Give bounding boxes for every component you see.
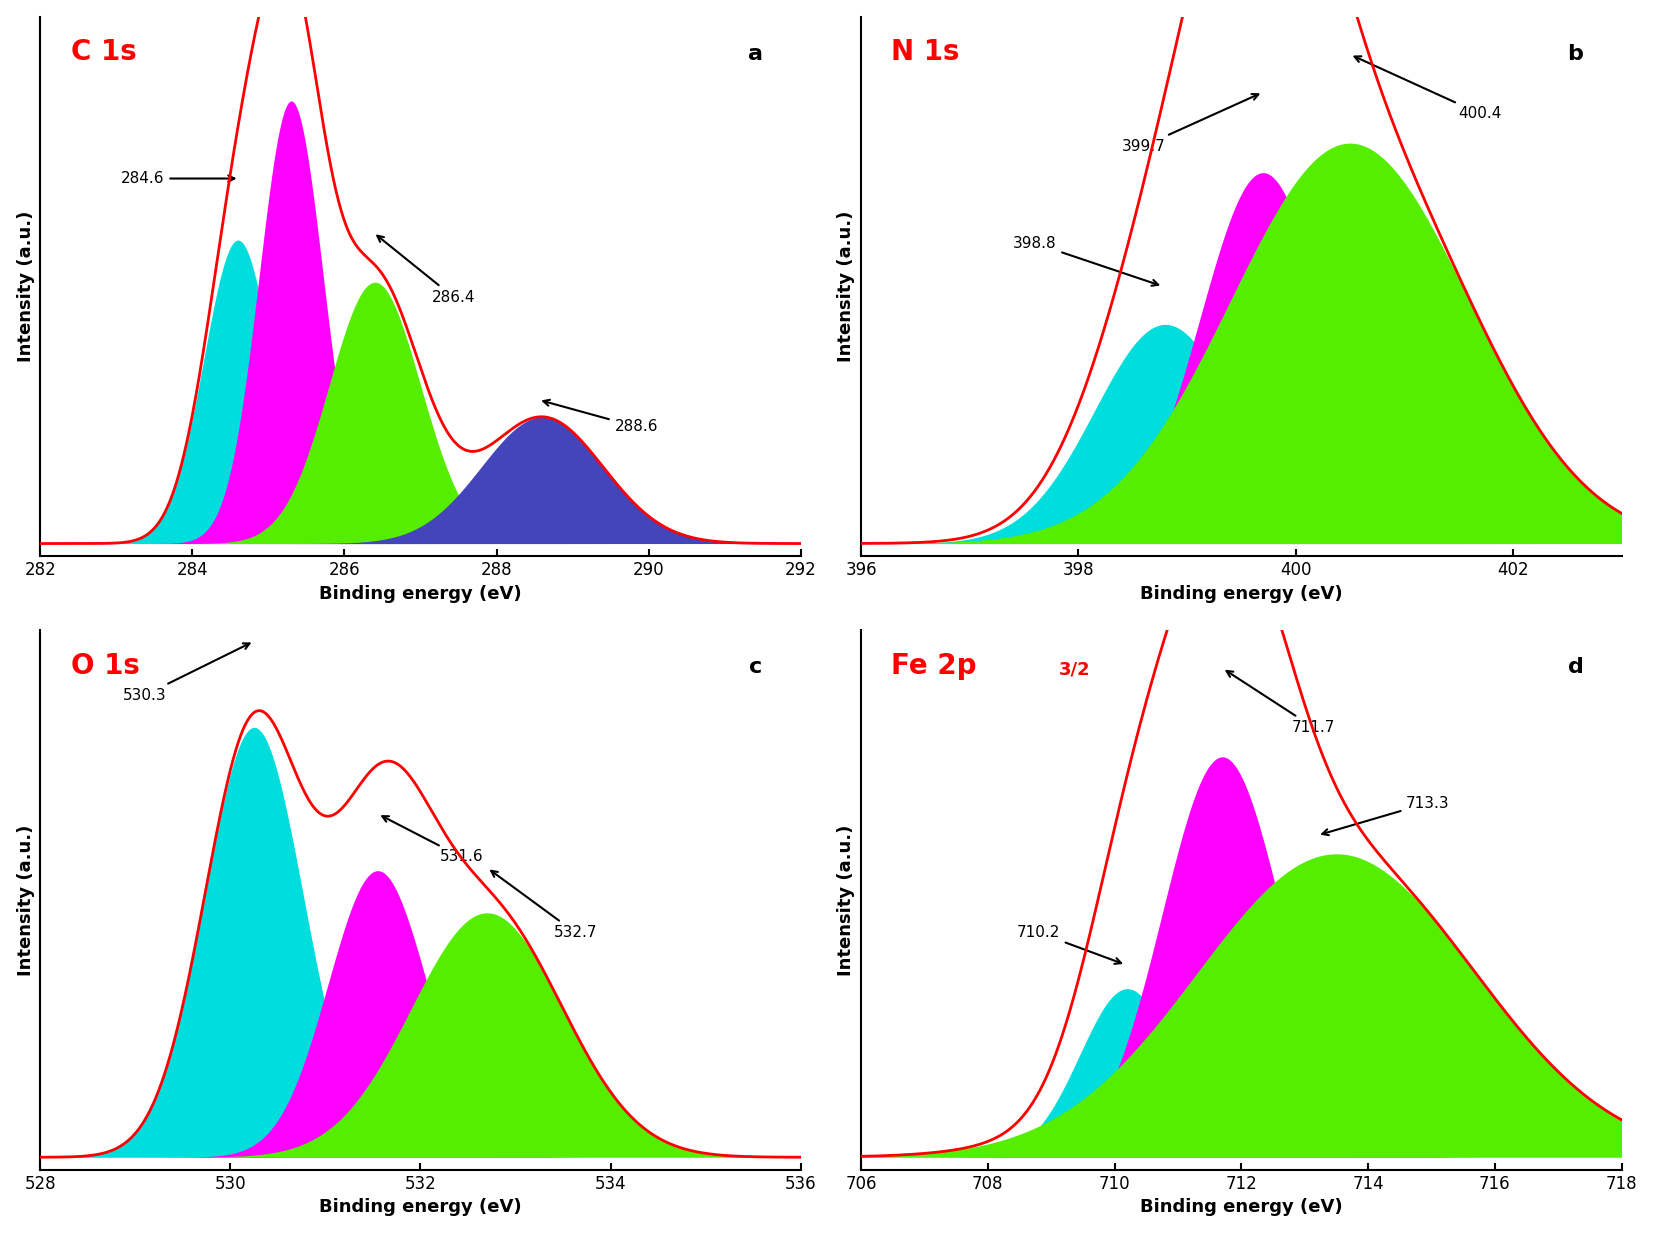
Text: 399.7: 399.7 xyxy=(1121,94,1259,154)
Text: c: c xyxy=(749,657,762,677)
Text: 532.7: 532.7 xyxy=(491,870,597,940)
Y-axis label: Intensity (a.u.): Intensity (a.u.) xyxy=(17,211,35,363)
Text: 530.3: 530.3 xyxy=(122,644,250,703)
Text: C 1s: C 1s xyxy=(71,38,136,67)
Text: 398.8: 398.8 xyxy=(1012,236,1158,286)
Text: 284.6: 284.6 xyxy=(121,171,235,186)
Text: 3/2: 3/2 xyxy=(1059,660,1090,678)
Y-axis label: Intensity (a.u.): Intensity (a.u.) xyxy=(837,211,855,363)
X-axis label: Binding energy (eV): Binding energy (eV) xyxy=(319,1198,521,1216)
Text: 710.2: 710.2 xyxy=(1017,925,1121,964)
Text: 288.6: 288.6 xyxy=(543,399,658,434)
Text: d: d xyxy=(1568,657,1583,677)
Text: 713.3: 713.3 xyxy=(1322,795,1449,835)
Text: 711.7: 711.7 xyxy=(1227,671,1335,735)
X-axis label: Binding energy (eV): Binding energy (eV) xyxy=(319,584,521,603)
Text: 286.4: 286.4 xyxy=(377,236,475,305)
Text: 531.6: 531.6 xyxy=(382,816,483,864)
Text: 400.4: 400.4 xyxy=(1355,57,1502,121)
Y-axis label: Intensity (a.u.): Intensity (a.u.) xyxy=(17,825,35,975)
X-axis label: Binding energy (eV): Binding energy (eV) xyxy=(1140,584,1343,603)
Text: N 1s: N 1s xyxy=(892,38,959,67)
Text: O 1s: O 1s xyxy=(71,652,139,679)
X-axis label: Binding energy (eV): Binding energy (eV) xyxy=(1140,1198,1343,1216)
Text: a: a xyxy=(748,43,762,64)
Text: Fe 2p: Fe 2p xyxy=(892,652,978,679)
Y-axis label: Intensity (a.u.): Intensity (a.u.) xyxy=(837,825,855,975)
Text: b: b xyxy=(1568,43,1583,64)
